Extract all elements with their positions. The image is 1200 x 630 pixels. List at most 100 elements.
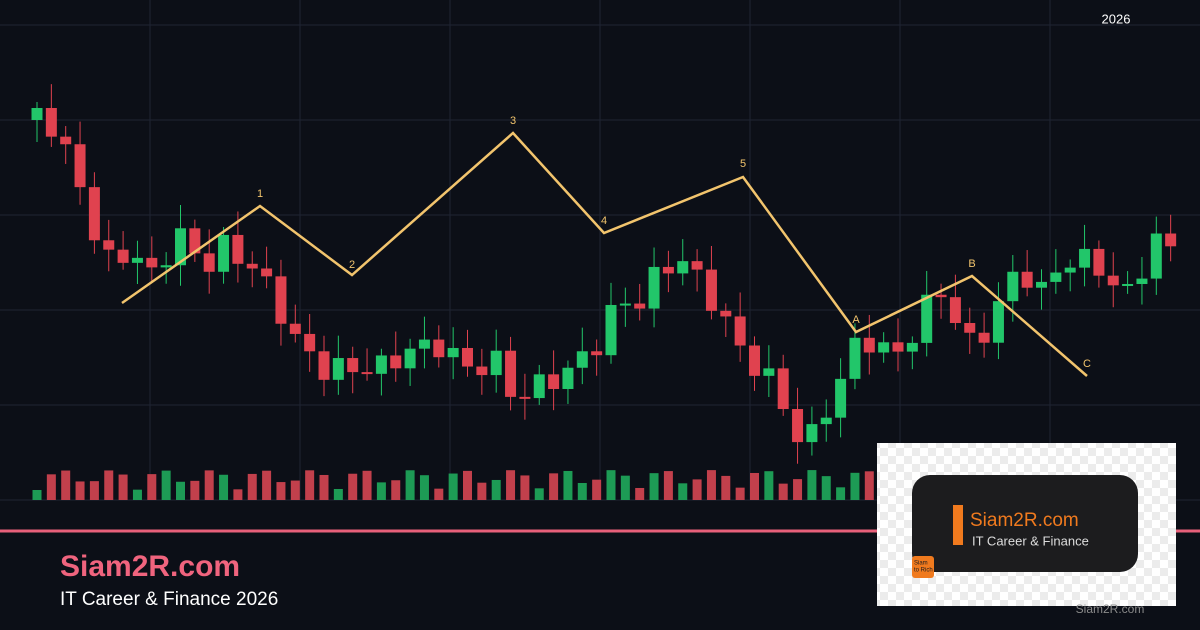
candle-body <box>892 342 904 352</box>
volume-bar <box>750 472 759 500</box>
wave-label: A <box>852 314 860 326</box>
candle-body <box>964 323 976 333</box>
candle-body <box>835 378 847 418</box>
candle-body <box>232 234 244 264</box>
volume-bar <box>778 483 788 500</box>
volume-bar <box>61 470 71 500</box>
candle-body <box>863 337 875 353</box>
candle-body <box>1036 281 1047 288</box>
brand-subtitle: IT Career & Finance 2026 <box>60 589 278 610</box>
volume-bar <box>764 471 774 500</box>
candle-body <box>289 323 301 334</box>
candle-body <box>390 355 402 369</box>
candle-body <box>304 333 316 352</box>
candle-body <box>361 372 373 375</box>
candle-body <box>921 294 933 343</box>
volume-bar <box>448 473 458 500</box>
candle-body <box>505 350 517 397</box>
volume-bar <box>219 474 229 500</box>
candle-body <box>74 144 86 188</box>
volume-bar <box>204 470 214 500</box>
volume-bar <box>305 470 315 500</box>
candle-body <box>60 136 72 145</box>
candle-body <box>404 348 416 369</box>
volume-bar <box>405 470 415 500</box>
candle-body <box>45 108 57 137</box>
volume-bar <box>606 470 616 500</box>
candle-body <box>332 358 344 380</box>
volume-bar <box>577 483 587 500</box>
candle-body <box>175 228 186 266</box>
candle-body <box>275 276 287 324</box>
candle-body <box>849 337 861 379</box>
volume-bar <box>262 470 272 500</box>
candle-body <box>1165 233 1177 247</box>
candle-body <box>375 355 387 374</box>
candle-body <box>146 257 158 268</box>
candle-body <box>418 339 430 349</box>
candle-body <box>246 263 258 269</box>
watermark: Siam2R.com <box>1076 602 1145 616</box>
candle-body <box>1079 248 1091 268</box>
volume-bar <box>233 489 243 500</box>
volume-bar <box>176 481 185 500</box>
candle-body <box>662 266 674 274</box>
wave-label: 3 <box>510 115 516 127</box>
volume-bar <box>319 474 329 500</box>
volume-bar <box>104 470 114 500</box>
candle-body <box>218 234 230 272</box>
wave-label: 2 <box>349 259 355 271</box>
volume-bar <box>118 474 128 500</box>
volume-bar <box>864 471 874 500</box>
volume-bar <box>563 470 573 500</box>
volume-bar <box>463 470 472 500</box>
candle-body <box>878 342 890 353</box>
candle-body <box>203 253 215 272</box>
candle-body <box>189 228 201 254</box>
volume-bar <box>836 487 846 500</box>
candle-body <box>347 358 359 373</box>
candle-body <box>548 374 560 389</box>
volume-bar <box>147 474 157 500</box>
wave-label: B <box>968 258 975 270</box>
logo-badge <box>912 556 934 578</box>
volume-bar <box>477 482 487 500</box>
wave-label: 4 <box>601 215 607 227</box>
volume-bar <box>692 479 702 500</box>
candle-body <box>533 374 545 399</box>
candle-body <box>1050 272 1062 282</box>
wave-label: 1 <box>257 188 263 200</box>
candle-body <box>806 424 818 443</box>
brand-title: Siam2R.com <box>60 550 240 583</box>
volume-bar <box>190 480 200 500</box>
volume-bar <box>506 470 516 500</box>
candle-body <box>591 351 603 356</box>
candle-body <box>691 261 703 270</box>
candle-body <box>648 266 660 309</box>
wave-line <box>121 131 1088 377</box>
volume-bar <box>46 474 56 500</box>
candle-body <box>677 261 689 274</box>
volume-bar <box>534 488 544 500</box>
candle-body <box>447 347 459 358</box>
candle-body <box>1122 283 1134 286</box>
candle-body <box>519 396 531 399</box>
candle-body <box>749 345 760 376</box>
candle-body <box>318 351 330 380</box>
candle-body <box>1007 271 1019 302</box>
candle-body <box>462 347 473 367</box>
wave-labels: 1 2 3 4 5 A B C <box>257 115 1091 370</box>
volume-bar <box>276 482 286 500</box>
candle-body <box>117 249 129 263</box>
volume-bar <box>520 475 530 500</box>
volume-bar <box>434 488 444 500</box>
candle-body <box>705 269 717 311</box>
volume-bar <box>721 475 731 500</box>
wave-label: C <box>1083 358 1091 370</box>
volume-bar <box>735 487 745 500</box>
volume-bar <box>132 489 142 500</box>
candle-body <box>433 339 445 358</box>
badge-line: to Rich <box>914 568 933 574</box>
volume-bar <box>635 487 645 500</box>
year: 2026 <box>1102 11 1131 26</box>
